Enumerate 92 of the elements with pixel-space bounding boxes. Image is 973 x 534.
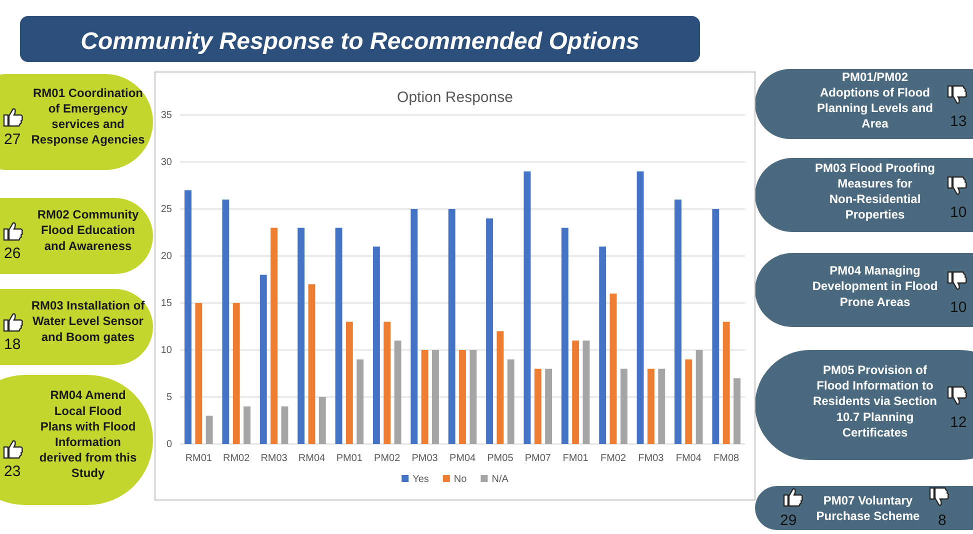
y-tick-label: 15	[160, 298, 172, 310]
bar	[346, 322, 353, 444]
text: PM04 Managing Development in Flood Prone Areas	[812, 264, 938, 309]
x-tick-label: RM03	[260, 453, 288, 464]
bar	[534, 368, 542, 444]
bar	[356, 359, 364, 444]
x-tick-label: RM04	[298, 453, 326, 464]
text: 29	[780, 512, 797, 529]
legend-label: N/A	[492, 474, 509, 485]
x-tick-label: FM03	[638, 453, 664, 464]
x-tick-label: PM02	[374, 453, 401, 464]
bar	[582, 340, 590, 444]
text: PM03 Flood Proofing Measures for Non-Residential Properties	[815, 160, 935, 222]
x-tick-label: FM01	[562, 453, 589, 464]
y-tick-label: 30	[160, 157, 172, 168]
text: 18	[4, 336, 21, 353]
text: 10	[950, 204, 967, 221]
bar	[545, 368, 552, 444]
bar	[610, 294, 617, 444]
text: 12	[950, 414, 967, 431]
bar	[184, 190, 192, 444]
y-tick-label: 35	[160, 110, 172, 122]
chart-title: Community Response to Recommended Options	[80, 28, 640, 55]
text: 23	[4, 463, 21, 480]
bar	[459, 350, 466, 444]
bar	[195, 303, 202, 444]
text: RM03 Installation of Water Level Sensor and Boom gates	[31, 298, 146, 344]
x-tick-label: PM03	[412, 453, 438, 464]
bar	[572, 340, 580, 444]
y-tick-label: 5	[166, 392, 172, 404]
text: 10	[950, 299, 967, 316]
bar	[448, 209, 456, 444]
x-tick-label: FM04	[676, 453, 702, 464]
bar	[674, 200, 682, 444]
bar	[507, 359, 514, 444]
bar	[685, 359, 692, 444]
bar	[620, 368, 628, 444]
text: 26	[4, 245, 21, 262]
text: 27	[4, 131, 21, 148]
bar	[298, 228, 305, 444]
y-tick-label: 20	[160, 251, 172, 262]
x-tick-label: PM07	[524, 453, 552, 464]
text: RM01 Coordination of Emergency services and Response Agencies	[31, 86, 146, 147]
bar	[599, 246, 606, 444]
text: PM05 Provision of Flood Information to Residents via Section 10.7 Planning Certificates	[812, 363, 938, 440]
bar	[318, 397, 326, 444]
x-tick-label: PM04	[449, 453, 476, 464]
text: 13	[950, 113, 967, 130]
bar	[734, 378, 740, 444]
bar	[372, 246, 380, 444]
y-tick-label: 25	[160, 204, 172, 216]
bar	[260, 274, 267, 444]
bar	[712, 209, 720, 444]
x-tick-label: PM01	[336, 453, 363, 464]
x-tick-label: RM01	[185, 453, 212, 464]
bar	[470, 350, 477, 444]
bar	[281, 406, 288, 444]
bar	[308, 284, 316, 444]
bar	[222, 200, 230, 444]
bar	[696, 350, 703, 444]
bar	[658, 368, 666, 444]
y-tick-label: 10	[160, 345, 172, 356]
x-tick-label: RM02	[223, 453, 250, 464]
bar	[394, 340, 402, 444]
bar	[561, 228, 568, 444]
bar	[524, 171, 531, 444]
bar	[421, 350, 428, 444]
bar	[636, 171, 644, 444]
x-tick-label: FM02	[600, 453, 626, 464]
bar	[244, 406, 250, 444]
legend-label: Yes	[412, 474, 429, 485]
bar	[432, 350, 439, 444]
text: RM04 Amend Local Flood Plans with Flood Information derived from this Study	[39, 388, 137, 480]
x-tick-label: PM05	[487, 453, 514, 464]
text: PM01/PM02 Adoptions of Flood Planning Levels and Area	[816, 70, 934, 131]
bar	[486, 218, 493, 444]
legend-label: No	[454, 474, 468, 485]
bar	[410, 209, 418, 444]
bar	[722, 322, 730, 444]
bar	[384, 322, 391, 444]
text: RM02 Community Flood Education and Awareness	[37, 208, 139, 253]
chart-subtitle: Option Response	[397, 89, 513, 106]
bar	[647, 368, 654, 444]
x-tick-label: FM08	[714, 453, 740, 464]
bar	[270, 228, 278, 444]
bar	[232, 303, 240, 444]
bar	[206, 416, 213, 444]
text: PM07 Voluntary Purchase Scheme	[816, 493, 920, 523]
bar	[496, 331, 504, 444]
text: 8	[938, 512, 946, 529]
bar	[335, 228, 342, 444]
y-tick-label: 0	[166, 439, 172, 450]
